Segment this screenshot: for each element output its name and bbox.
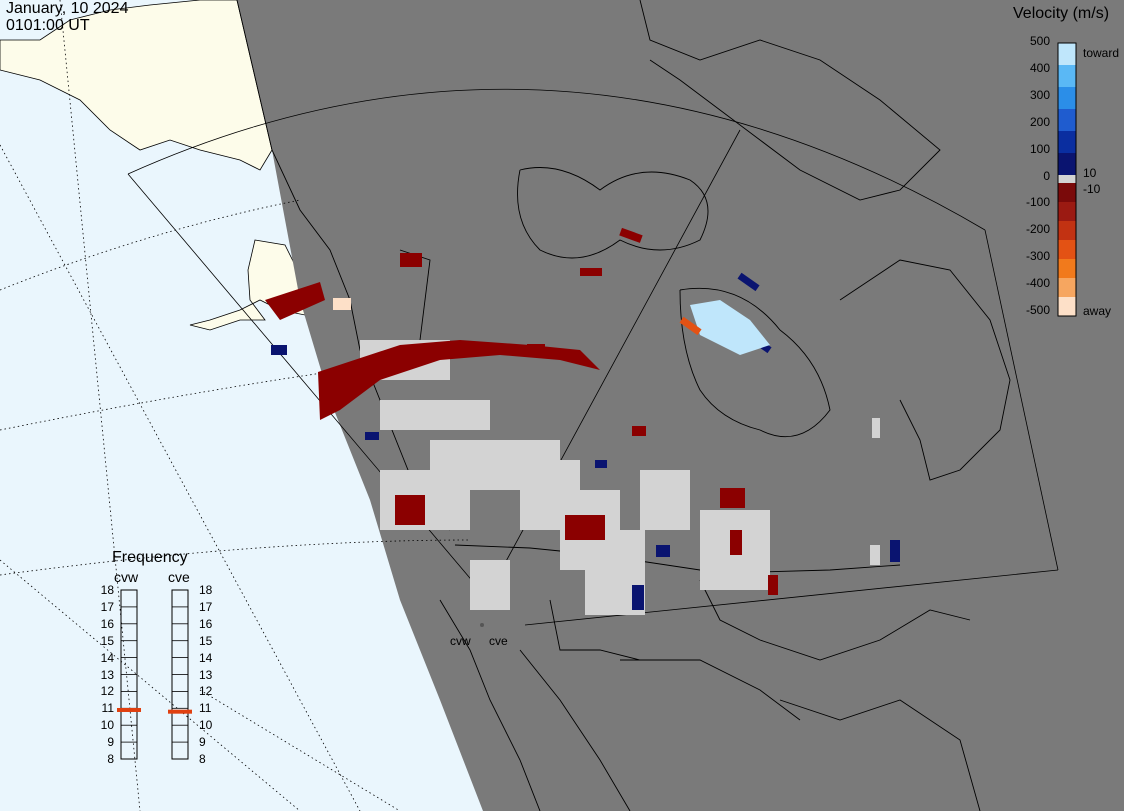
- colorbar-tick-label: 100: [1029, 141, 1050, 156]
- colorbar-tick-label: -100: [1025, 195, 1050, 210]
- frequency-scale-left: 16: [100, 616, 114, 631]
- colorbar-swatch: [1058, 278, 1076, 298]
- colorbar-away-label: away: [1083, 304, 1112, 318]
- frequency-marker-cve: [168, 709, 192, 714]
- frequency-scale-right: 16: [199, 616, 213, 631]
- night-shading: [237, 0, 1124, 811]
- colorbar-swatch: [1058, 153, 1076, 176]
- colorbar-tick-label: -300: [1025, 249, 1050, 264]
- frequency-scale-left: 10: [100, 718, 114, 733]
- map-radar-site-cvw: cvw: [450, 634, 471, 648]
- colorbar-swatch: [1058, 43, 1076, 66]
- colorbar-swatch: [1058, 183, 1076, 203]
- backscatter-cells: [265, 227, 900, 615]
- map-radar-site-cve: cve: [489, 634, 508, 648]
- date-label: January, 10 2024: [6, 0, 129, 17]
- frequency-scale-left: 12: [100, 684, 114, 699]
- colorbar-frame: [1057, 42, 1077, 317]
- colorbar-swatch: [1058, 221, 1076, 241]
- colorbar-toward-label: toward: [1083, 46, 1120, 60]
- colorbar-tick-label: 400: [1029, 60, 1050, 75]
- colorbar-swatch: [1058, 259, 1076, 279]
- frequency-scale-right: 12: [199, 684, 213, 699]
- colorbar-swatch: [1058, 131, 1076, 154]
- colorbar-swatch: [1058, 65, 1076, 88]
- colorbar-gap: [1058, 175, 1076, 183]
- radar-label-cve: cve: [168, 569, 190, 585]
- frequency-scale-right: 11: [199, 701, 212, 716]
- colorbar-tick-label: -500: [1025, 303, 1050, 317]
- colorbar-tick-label: -400: [1025, 276, 1050, 291]
- frequency-scale-right: 17: [199, 599, 213, 614]
- colorbar-title: Velocity (m/s): [1013, 5, 1110, 22]
- land-alaska-daylight: [0, 0, 273, 171]
- frequency-marker-cvw: [117, 707, 141, 712]
- frequency-scale-left: 8: [107, 752, 114, 766]
- colorbar-tick-label: 500: [1029, 34, 1050, 48]
- colorbar-neg-threshold: -10: [1083, 182, 1101, 196]
- colorbar-swatch: [1058, 297, 1076, 317]
- frequency-scale-right: 13: [199, 667, 213, 682]
- colorbar-tick-label: 200: [1029, 114, 1050, 129]
- colorbar-swatch: [1058, 109, 1076, 132]
- frequency-scale-left: 14: [100, 650, 114, 665]
- frequency-scale-left: 17: [100, 599, 114, 614]
- frequency-scale-right: 15: [199, 633, 213, 648]
- radar-label-cvw: cvw: [114, 569, 139, 585]
- frequency-scale-left: 13: [100, 667, 114, 682]
- time-label: 0101:00 UT: [6, 17, 90, 34]
- colorbar-swatch: [1058, 202, 1076, 222]
- colorbar-pos-threshold: 10: [1083, 166, 1097, 180]
- frequency-title: Frequency: [112, 549, 188, 566]
- frequency-scale-right: 14: [199, 650, 213, 665]
- colorbar-swatch: [1058, 240, 1076, 260]
- colorbar-tick-label: 300: [1029, 87, 1050, 102]
- frequency-scale-right: 10: [199, 718, 213, 733]
- frequency-scale-left: 15: [100, 633, 114, 648]
- colorbar-tick-label: -200: [1025, 222, 1050, 237]
- radar-sites: [480, 623, 484, 627]
- frequency-scale-right: 18: [199, 583, 213, 597]
- frequency-scale-left: 11: [101, 701, 114, 716]
- frequency-panel: [117, 589, 192, 760]
- frequency-scale-left: 18: [100, 583, 114, 597]
- frequency-scale-left: 9: [107, 735, 114, 750]
- colorbar-swatch: [1058, 87, 1076, 110]
- colorbar-tick-label: 0: [1043, 168, 1050, 183]
- velocity-colorbar: [1057, 42, 1077, 317]
- frequency-scale-right: 9: [199, 735, 206, 750]
- frequency-scale-right: 8: [199, 752, 206, 766]
